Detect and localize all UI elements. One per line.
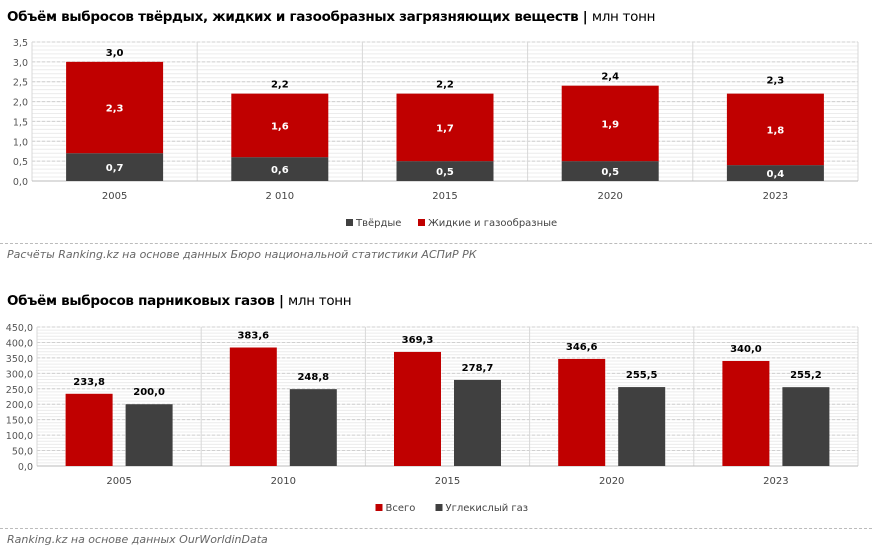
chart1-source: Расчёты Ranking.kz на основе данных Бюро… (7, 248, 477, 261)
x-tick-label: 2020 (597, 191, 622, 202)
legend-label: Жидкие и газообразные (428, 218, 557, 229)
divider (0, 243, 872, 244)
data-label: 233,8 (73, 377, 105, 388)
legend-label: Всего (386, 503, 416, 514)
legend-swatch (375, 504, 383, 511)
x-tick-label: 2015 (432, 191, 457, 202)
data-label: 255,2 (790, 370, 822, 381)
data-label: 340,0 (730, 344, 762, 355)
data-label: 0,7 (106, 163, 124, 174)
y-tick-label: 200,0 (6, 400, 33, 411)
bar-segment (66, 153, 164, 181)
bar-segment (66, 61, 164, 154)
bar (454, 379, 501, 466)
bar (558, 358, 606, 466)
bar (618, 387, 666, 466)
total-label: 2,2 (271, 80, 289, 91)
bar-segment (231, 93, 329, 158)
data-label: 1,7 (436, 123, 454, 134)
legend-swatch (346, 219, 353, 226)
bar-segment (561, 161, 659, 181)
bar-segment (396, 161, 494, 181)
bar (394, 351, 441, 466)
y-tick-label: 150,0 (6, 416, 33, 427)
bar (722, 360, 770, 466)
bar (125, 404, 173, 466)
y-tick-label: 100,0 (6, 431, 33, 442)
data-label: 383,6 (237, 331, 269, 342)
legend-label: Твёрдые (355, 218, 401, 229)
data-label: 2,3 (106, 104, 124, 115)
bar-segment (726, 93, 824, 166)
bar (782, 387, 830, 466)
y-tick-label: 3,5 (13, 38, 28, 49)
y-tick-label: 250,0 (6, 385, 33, 396)
y-tick-label: 2,5 (13, 78, 28, 89)
data-label: 0,5 (601, 167, 619, 178)
x-tick-label: 2005 (106, 476, 131, 487)
total-label: 2,3 (767, 76, 785, 87)
total-label: 2,4 (601, 72, 619, 83)
total-label: 3,0 (106, 48, 124, 59)
data-label: 0,6 (271, 165, 289, 176)
data-label: 248,8 (297, 372, 329, 383)
x-tick-label: 2023 (763, 191, 788, 202)
data-label: 0,4 (767, 169, 785, 180)
y-tick-label: 450,0 (6, 323, 33, 334)
chart1: 0,0 0,5 1,0 1,5 2,0 2,5 3,0 3,5 2005 0,7 2,3 3,0 2 0… (13, 38, 859, 229)
data-label: 278,7 (462, 363, 494, 374)
legend-swatch (418, 219, 425, 226)
chart2-source: Ranking.kz на основе данных OurWorldinDa… (7, 533, 268, 546)
x-tick-label: 2005 (102, 191, 127, 202)
y-tick-label: 50,0 (12, 447, 33, 458)
divider (0, 528, 872, 529)
legend-swatch (435, 504, 443, 511)
bar (229, 347, 277, 466)
y-tick-label: 0,5 (13, 157, 28, 168)
y-tick-label: 350,0 (6, 354, 33, 365)
x-tick-label: 2023 (763, 476, 788, 487)
data-label: 200,0 (133, 387, 165, 398)
bar-segment (396, 93, 494, 162)
x-tick-label: 2015 (435, 476, 460, 487)
x-tick-label: 2010 (271, 476, 296, 487)
data-label: 346,6 (566, 342, 598, 353)
y-tick-label: 400,0 (6, 338, 33, 349)
legend-label: Углекислый газ (446, 503, 529, 514)
bar-segment (726, 165, 824, 181)
chart1-title: Объём выбросов твёрдых, жидких и газообр… (7, 9, 656, 25)
y-tick-label: 2,0 (13, 98, 28, 109)
bar (289, 389, 337, 466)
bar-segment (561, 85, 659, 162)
data-label: 0,5 (436, 167, 454, 178)
x-tick-label: 2020 (599, 476, 624, 487)
y-tick-label: 0,0 (13, 177, 28, 188)
bar-segment (231, 157, 329, 181)
y-tick-label: 1,0 (13, 137, 28, 148)
y-tick-label: 1,5 (13, 117, 28, 128)
chart2: 0,0 50,0 100,0 150,0 200,0 250,0 300,0 350,0 400… (6, 323, 859, 514)
y-tick-label: 300,0 (6, 369, 33, 380)
y-tick-label: 0,0 (18, 462, 33, 473)
x-tick-label: 2 010 (265, 191, 294, 202)
data-label: 1,9 (601, 119, 619, 130)
data-label: 1,6 (271, 121, 289, 132)
y-tick-label: 3,0 (13, 58, 28, 69)
data-label: 255,5 (626, 370, 658, 381)
bar (65, 393, 113, 466)
data-label: 369,3 (402, 335, 434, 346)
data-label: 1,8 (767, 125, 785, 136)
chart2-title: Объём выбросов парниковых газов | млн то… (7, 293, 352, 309)
total-label: 2,2 (436, 80, 454, 91)
